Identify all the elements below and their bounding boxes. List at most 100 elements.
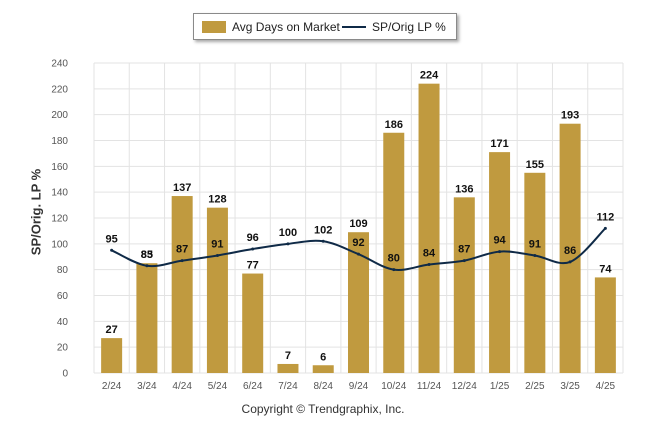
bar-value-label: 155 <box>526 159 544 171</box>
line-value-label: 80 <box>388 253 400 265</box>
y-tick-label: 200 <box>51 110 68 121</box>
y-axis-title: SP/Orig. LP % <box>28 168 44 256</box>
y-tick-label: 160 <box>51 162 68 173</box>
line-point <box>110 248 114 252</box>
x-tick-label: 6/24 <box>243 381 263 392</box>
x-tick-label: 10/24 <box>381 381 406 392</box>
x-tick-label: 4/24 <box>172 381 192 392</box>
bar <box>206 207 228 373</box>
axes: 0 20 40 60 80 100 120 140 160 180 200 220 240 2/24 3/2… <box>51 59 615 393</box>
line-value-label: 83 <box>141 249 153 261</box>
bar-value-label: 85 <box>141 249 153 261</box>
bar-value-label: 171 <box>490 138 508 150</box>
bar-value-label: 224 <box>420 70 439 82</box>
line-value-label: 87 <box>176 244 188 256</box>
line-series <box>110 226 607 272</box>
x-tick-label: 12/24 <box>452 381 477 392</box>
y-tick-label: 220 <box>51 84 68 95</box>
y-tick-label: 140 <box>51 188 68 199</box>
line-point <box>568 260 572 264</box>
y-tick-label: 120 <box>51 214 68 225</box>
x-tick-label: 2/24 <box>102 381 122 392</box>
line-value-label: 95 <box>106 233 118 245</box>
line-point <box>251 247 255 251</box>
x-tick-label: 2/25 <box>525 381 545 392</box>
bar <box>559 123 581 373</box>
line-value-label: 96 <box>247 232 259 244</box>
x-tick-label: 8/24 <box>313 381 333 392</box>
x-tick-label: 4/25 <box>596 381 616 392</box>
legend-line-swatch <box>342 25 366 28</box>
bar <box>383 132 405 373</box>
x-tick-label: 1/25 <box>490 381 510 392</box>
x-tick-label: 5/24 <box>208 381 228 392</box>
line-point <box>357 252 360 256</box>
legend-bar-swatch <box>202 20 226 33</box>
line-value-label: 94 <box>493 235 506 247</box>
x-tick-label: 11/24 <box>417 381 442 392</box>
bar <box>348 232 369 373</box>
line-value-label: 102 <box>314 224 332 236</box>
bar-value-label: 77 <box>247 260 259 272</box>
bar-value-label: 193 <box>561 110 579 122</box>
y-tick-label: 0 <box>62 369 68 380</box>
line-point <box>215 253 219 257</box>
line-value-label: 84 <box>423 248 436 260</box>
bar-value-label: 128 <box>208 194 226 206</box>
legend-bar-label: Avg Days on Market <box>232 19 340 34</box>
bar-value-label: 136 <box>455 183 473 195</box>
bar-value-label: 74 <box>599 263 612 275</box>
line-value-label: 91 <box>529 238 541 250</box>
x-tick-label: 3/25 <box>560 381 580 392</box>
bar-value-label: 109 <box>349 218 367 230</box>
x-tick-label: 9/24 <box>349 381 369 392</box>
bar-value-label: 27 <box>106 324 118 336</box>
y-tick-label: 100 <box>51 239 68 250</box>
bar-value-label: 137 <box>173 182 191 194</box>
y-tick-label: 40 <box>57 317 69 328</box>
line-point <box>286 242 290 246</box>
y-tick-label: 180 <box>51 136 68 147</box>
bar-value-label: 7 <box>285 350 291 362</box>
legend: Avg Days on Market SP/Orig LP % <box>193 13 457 40</box>
line-point <box>462 259 466 263</box>
line-point <box>603 226 607 230</box>
line-point <box>321 239 325 243</box>
bars <box>101 83 616 374</box>
line-value-label: 100 <box>279 227 297 239</box>
line-point <box>498 250 502 254</box>
line-value-label: 92 <box>352 237 364 249</box>
line-point <box>180 259 184 263</box>
bar <box>453 197 475 373</box>
y-tick-label: 240 <box>51 59 68 70</box>
legend-line-label: SP/Orig LP % <box>372 19 446 34</box>
bar <box>524 172 546 373</box>
bar-value-label: 6 <box>320 351 326 363</box>
bar <box>171 196 193 373</box>
bar <box>136 263 158 373</box>
line-value-label: 112 <box>596 211 614 223</box>
x-tick-label: 3/24 <box>137 381 157 392</box>
bar <box>242 273 264 373</box>
copyright-text: Copyright © Trendgraphix, Inc. <box>241 402 405 416</box>
bar <box>489 152 511 373</box>
y-tick-label: 20 <box>57 343 69 354</box>
bar-value-label: 186 <box>385 119 403 131</box>
line-value-label: 91 <box>211 238 223 250</box>
y-tick-label: 60 <box>57 291 69 302</box>
legend-item-sp-orig-lp: SP/Orig LP % <box>342 14 446 39</box>
line-point <box>145 264 149 268</box>
line-point <box>533 253 537 257</box>
x-tick-label: 7/24 <box>278 381 298 392</box>
bar <box>594 277 616 373</box>
line-value-label: 86 <box>564 245 576 257</box>
bar <box>277 363 299 373</box>
bar <box>101 338 123 373</box>
line-point <box>427 263 431 266</box>
legend-item-days-on-market: Avg Days on Market <box>202 14 340 39</box>
bar <box>418 83 440 374</box>
line-value-label: 87 <box>458 244 470 256</box>
line-point <box>392 268 396 272</box>
